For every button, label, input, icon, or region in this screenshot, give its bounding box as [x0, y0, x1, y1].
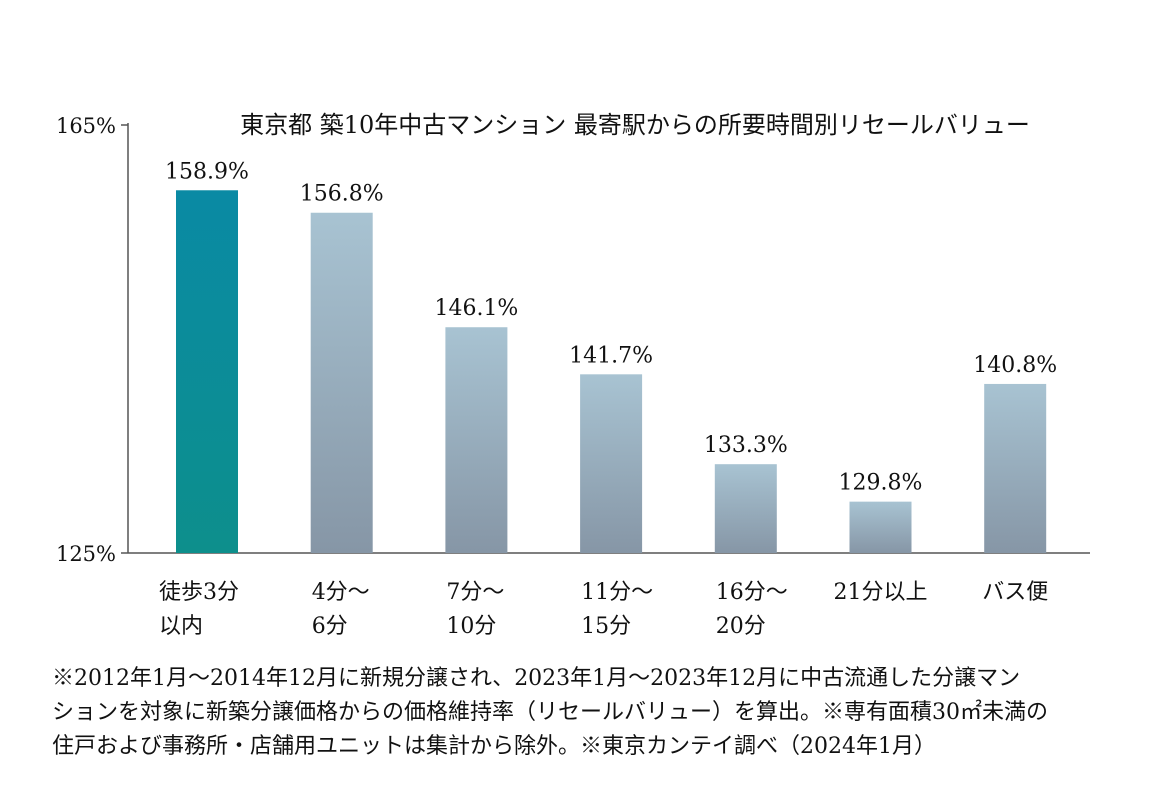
x-tick-label: 21分以上: [834, 580, 928, 605]
x-tick-label: バス便: [982, 580, 1048, 605]
bar-value-label: 156.8%: [300, 182, 384, 207]
footnote-line: 住戸および事務所・店舗用ユニットは集計から除外。※東京カンテイ調べ（2024年1…: [52, 734, 936, 759]
y-tick-label: 165%: [56, 114, 116, 138]
bar: [714, 464, 777, 553]
bar: [984, 383, 1047, 553]
bar-chart: 東京都 築10年中古マンション 最寄駅からの所要時間別リセールバリュー 165%…: [56, 111, 1090, 639]
chart-title: 東京都 築10年中古マンション 最寄駅からの所要時間別リセールバリュー: [240, 111, 1030, 139]
bar: [580, 374, 643, 553]
bar-value-label: 140.8%: [973, 353, 1057, 378]
y-tick-label: 125%: [56, 542, 116, 566]
footnote-line: ※2012年1月〜2014年12月に新規分譲され、2023年1月〜2023年12…: [52, 666, 1021, 691]
bar: [310, 212, 373, 554]
bar-value-label: 129.8%: [839, 471, 923, 496]
bar-value-label: 146.1%: [434, 296, 518, 321]
bar-value-label: 158.9%: [165, 159, 249, 184]
footnote-line: ションを対象に新築分譲価格からの価格維持率（リセールバリュー）を算出。※専有面積…: [52, 700, 1048, 725]
x-tick-label: 11分〜 15分: [581, 580, 653, 639]
x-tick-label: 徒歩3分以内: [159, 580, 239, 639]
x-tick-label: 16分〜 20分: [716, 580, 788, 639]
bar-value-label: 133.3%: [704, 433, 788, 458]
footnote: ※2012年1月〜2014年12月に新規分譲され、2023年1月〜2023年12…: [52, 662, 1132, 764]
x-tick-label: 7分〜 10分: [446, 580, 504, 639]
bar-value-label: 141.7%: [569, 343, 653, 368]
x-tick-label: 4分〜 6分: [312, 580, 370, 639]
bar: [445, 327, 508, 553]
bar: [176, 190, 238, 553]
bar: [849, 501, 912, 553]
